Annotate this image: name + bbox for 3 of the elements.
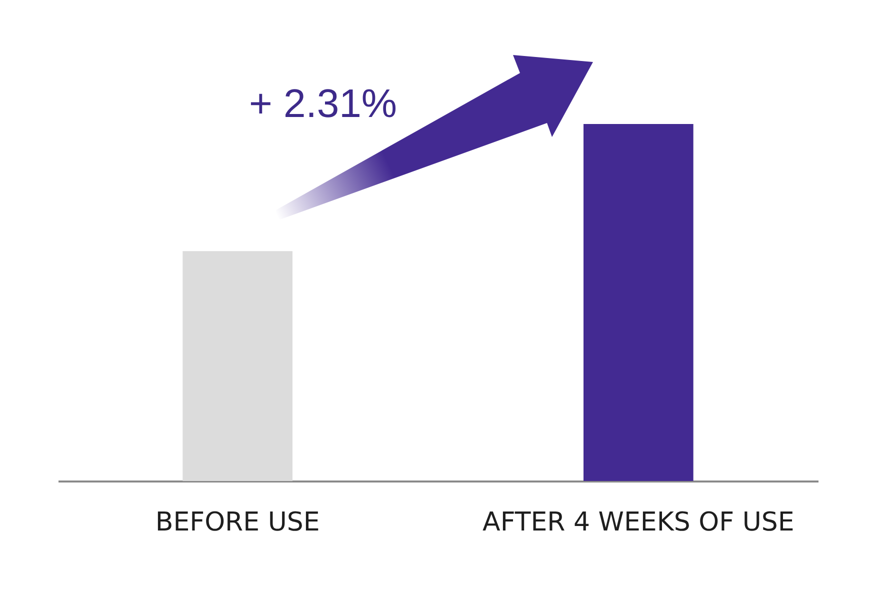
x-tick-label: BEFORE USE [155, 508, 320, 538]
annotation: + 2.31% [249, 82, 397, 126]
x-tick-label: AFTER 4 WEEKS OF USE [482, 508, 794, 538]
